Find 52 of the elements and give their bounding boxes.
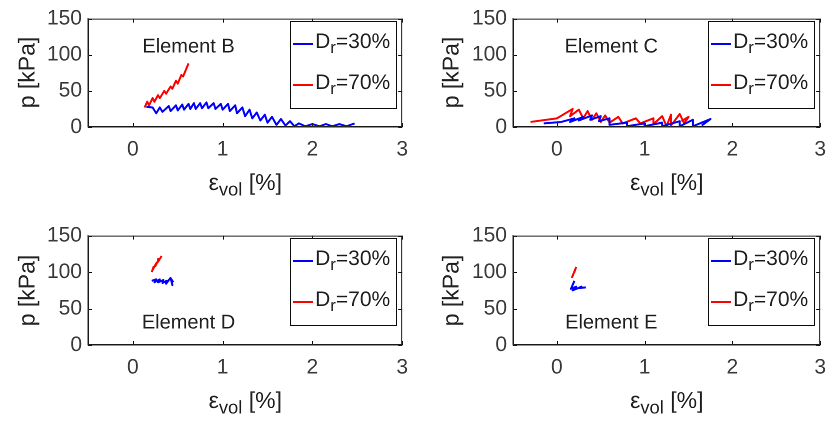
y-tick-label: 150 [46, 223, 82, 246]
x-tick-label: 3 [814, 137, 826, 160]
x-tick-label: 2 [726, 355, 738, 378]
y-tick-label: 50 [484, 296, 507, 320]
x-tick-label: 0 [127, 137, 139, 160]
x-tick-label: 2 [306, 355, 318, 378]
y-tick-label: 150 [46, 6, 82, 30]
y-tick-label: 150 [472, 6, 507, 30]
y-tick-label: 100 [46, 42, 82, 66]
x-tick-label: 3 [814, 355, 826, 378]
legend-label: D$_{r}$=30% [315, 247, 390, 276]
y-tick-label: 100 [472, 260, 507, 283]
legend-label: D$_{r}$=30% [733, 30, 808, 58]
y-tick-label: 50 [484, 78, 507, 102]
y-tick-label: 0 [495, 114, 507, 138]
x-axis-title: ε$_{vol}$ [%] [208, 387, 282, 419]
legend-label: D$_{r}$=30% [733, 247, 808, 276]
x-tick-label: 1 [216, 137, 228, 160]
y-tick-label: 100 [472, 42, 507, 66]
x-tick-label: 1 [216, 355, 228, 378]
annotation: Element C [564, 35, 658, 58]
y-tick-label: 0 [70, 114, 82, 138]
x-tick-label: 3 [396, 355, 408, 378]
y-tick-label: 0 [495, 332, 507, 356]
x-tick-label: 3 [396, 137, 408, 160]
legend-label: D$_{r}$=70% [733, 288, 808, 316]
y-tick-label: 50 [58, 78, 82, 102]
y-tick-label: 50 [58, 296, 82, 320]
legend-label: D$_{r}$=70% [733, 71, 808, 100]
y-axis-title: p [kPa] [437, 36, 464, 109]
x-axis-title: ε$_{vol}$ [%] [630, 169, 704, 201]
legend-label: D$_{r}$=70% [315, 288, 390, 316]
x-tick-label: 0 [551, 137, 563, 160]
x-tick-label: 0 [127, 355, 139, 378]
annotation: Element B [142, 35, 235, 58]
y-axis-title: p [kPa] [437, 254, 464, 326]
x-tick-label: 1 [638, 137, 650, 160]
x-axis-title: ε$_{vol}$ [%] [630, 387, 704, 419]
legend-label: D$_{r}$=30% [315, 30, 390, 58]
y-tick-label: 100 [46, 260, 82, 283]
y-tick-label: 0 [70, 332, 82, 356]
x-tick-label: 2 [726, 137, 738, 160]
x-tick-label: 2 [306, 137, 318, 160]
y-tick-label: 150 [472, 223, 507, 246]
x-tick-label: 0 [551, 355, 563, 378]
legend-label: D$_{r}$=70% [315, 71, 390, 100]
annotation: Element D [142, 312, 236, 335]
x-axis-title: ε$_{vol}$ [%] [208, 169, 282, 201]
annotation: Element E [565, 312, 658, 335]
y-axis-title: p [kPa] [13, 254, 40, 326]
y-axis-title: p [kPa] [13, 36, 40, 109]
x-tick-label: 1 [638, 355, 650, 378]
